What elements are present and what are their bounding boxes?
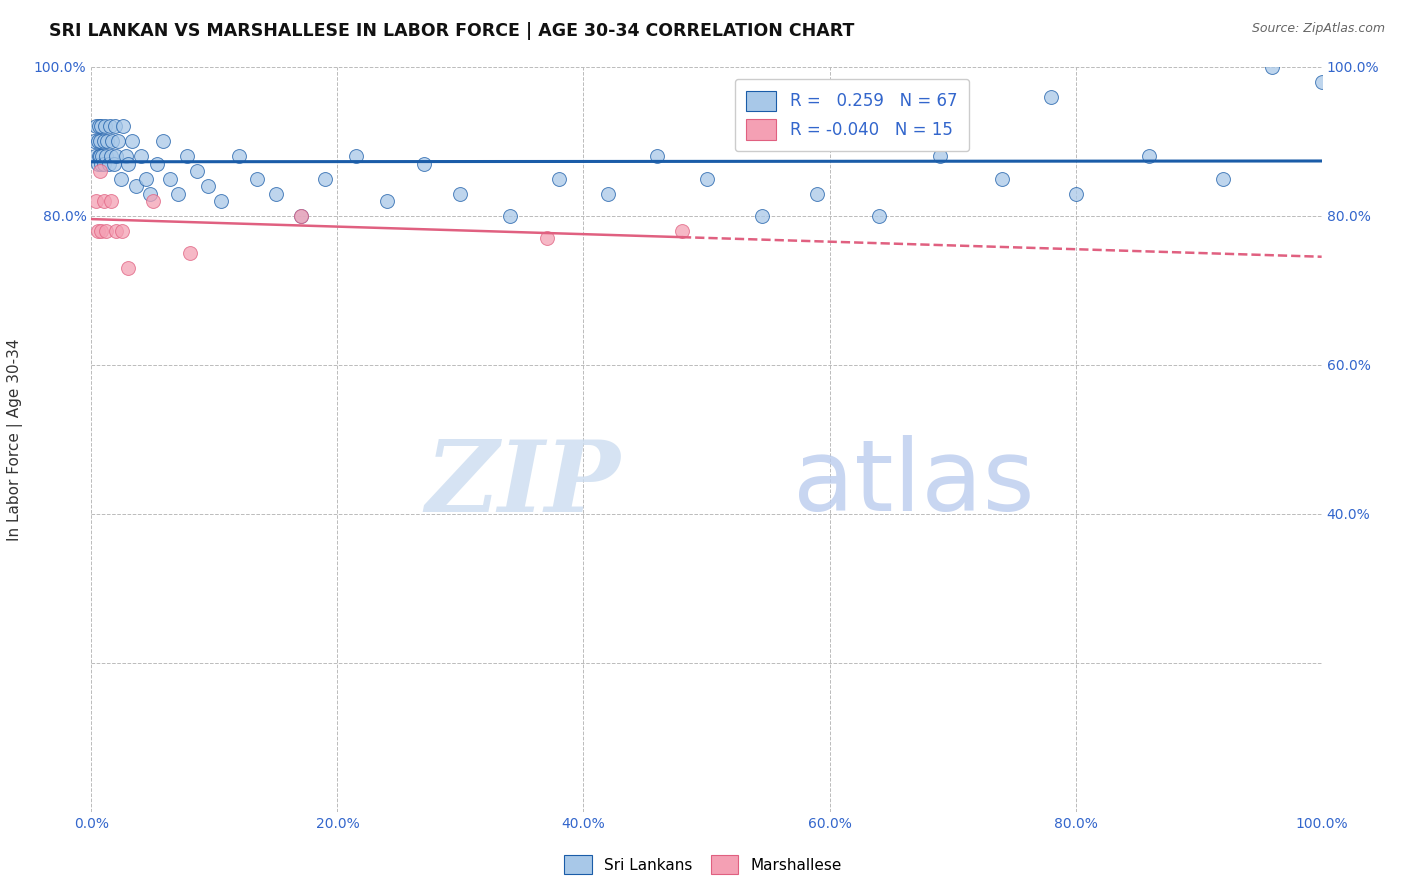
Point: [94, 120, 117, 134]
Point: [86, 224, 108, 238]
Point: [186, 164, 208, 178]
Text: atlas: atlas: [793, 435, 1035, 533]
Point: [101, 135, 124, 149]
Point: [695, 171, 717, 186]
Point: [87, 120, 110, 134]
Point: [129, 149, 152, 163]
Point: [176, 149, 198, 163]
Point: [111, 224, 134, 238]
Y-axis label: In Labor Force | Age 30-34: In Labor Force | Age 30-34: [7, 338, 22, 541]
Point: [139, 186, 162, 201]
Point: [142, 194, 165, 208]
Point: [104, 120, 127, 134]
Point: [246, 171, 269, 186]
Point: [89, 135, 111, 149]
Point: [93, 157, 115, 171]
Point: [498, 209, 520, 223]
Point: [90, 224, 112, 238]
Point: [91, 149, 114, 163]
Point: [449, 186, 471, 201]
Point: [645, 149, 669, 163]
Point: [100, 149, 122, 163]
Point: [179, 246, 201, 260]
Point: [197, 179, 219, 194]
Point: [152, 135, 174, 149]
Point: [806, 186, 828, 201]
Point: [124, 179, 146, 194]
Point: [87, 149, 110, 163]
Point: [100, 194, 122, 208]
Point: [264, 186, 287, 201]
Point: [114, 149, 138, 163]
Point: [84, 149, 107, 163]
Point: [93, 135, 115, 149]
Point: [90, 120, 112, 134]
Point: [671, 224, 693, 238]
Point: [112, 120, 135, 134]
Point: [1212, 171, 1234, 186]
Point: [1139, 149, 1161, 163]
Point: [86, 194, 108, 208]
Point: [209, 194, 232, 208]
Point: [121, 135, 143, 149]
Point: [135, 171, 156, 186]
Point: [596, 186, 619, 201]
Point: [1310, 75, 1333, 89]
Point: [166, 186, 188, 201]
Text: Source: ZipAtlas.com: Source: ZipAtlas.com: [1251, 22, 1385, 36]
Point: [412, 157, 434, 171]
Point: [103, 157, 125, 171]
Point: [96, 135, 118, 149]
Point: [96, 224, 117, 238]
Point: [105, 224, 127, 238]
Point: [83, 135, 105, 149]
Point: [90, 157, 112, 171]
Point: [929, 149, 952, 163]
Point: [110, 171, 132, 186]
Text: ZIP: ZIP: [426, 436, 620, 533]
Point: [1039, 89, 1063, 103]
Point: [93, 194, 115, 208]
Text: SRI LANKAN VS MARSHALLESE IN LABOR FORCE | AGE 30-34 CORRELATION CHART: SRI LANKAN VS MARSHALLESE IN LABOR FORCE…: [49, 22, 855, 40]
Point: [89, 164, 111, 178]
Point: [159, 171, 181, 186]
Point: [1261, 60, 1284, 74]
Point: [990, 171, 1012, 186]
Point: [290, 209, 312, 223]
Point: [314, 171, 336, 186]
Point: [868, 209, 890, 223]
Point: [96, 149, 117, 163]
Legend: R =   0.259   N = 67, R = -0.040   N = 15: R = 0.259 N = 67, R = -0.040 N = 15: [735, 79, 969, 152]
Point: [290, 209, 312, 223]
Point: [117, 260, 139, 275]
Point: [751, 209, 773, 223]
Point: [86, 135, 108, 149]
Point: [536, 231, 558, 245]
Point: [145, 157, 167, 171]
Legend: Sri Lankans, Marshallese: Sri Lankans, Marshallese: [558, 849, 848, 880]
Point: [107, 135, 129, 149]
Point: [547, 171, 569, 186]
Point: [105, 149, 127, 163]
Point: [228, 149, 250, 163]
Point: [86, 120, 108, 134]
Point: [375, 194, 398, 208]
Point: [97, 157, 120, 171]
Point: [89, 149, 111, 163]
Point: [86, 157, 108, 171]
Point: [1064, 186, 1087, 201]
Point: [117, 157, 139, 171]
Point: [344, 149, 367, 163]
Point: [98, 120, 121, 134]
